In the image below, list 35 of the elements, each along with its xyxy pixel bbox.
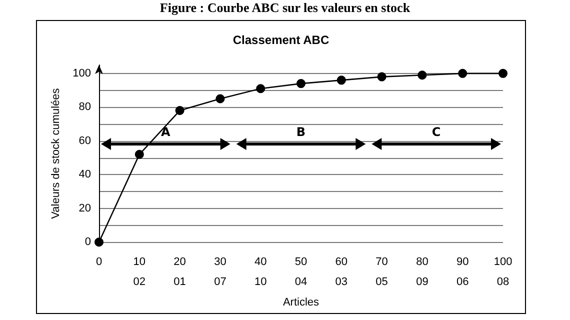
point <box>256 84 266 94</box>
x-tick-label: 40 10 <box>254 256 267 288</box>
point <box>94 238 104 247</box>
point <box>458 68 468 78</box>
point <box>336 76 346 85</box>
y-tick-label: 0 <box>84 236 91 248</box>
point <box>498 68 508 78</box>
y-tick-label: 40 <box>78 168 91 181</box>
point <box>134 150 144 159</box>
point <box>175 106 184 116</box>
point <box>377 72 386 82</box>
y-tick-label: 100 <box>72 67 91 80</box>
point <box>216 94 225 104</box>
x-tick-label: 60 03 <box>335 256 348 288</box>
x-tick-label: 30 07 <box>214 256 226 288</box>
y-axis-title: Valeurs de stock cumulées <box>50 88 62 219</box>
x-tick-label: 10 02 <box>133 256 146 288</box>
annotation: C <box>432 124 441 139</box>
annotation: B <box>296 124 306 139</box>
chart-title: Figure : Courbe ABC sur les valeurs en stock <box>158 0 412 16</box>
point <box>296 79 306 88</box>
x-tick-label: 50 04 <box>294 256 308 288</box>
x-tick-label: 100 08 <box>494 256 512 288</box>
y-tick-label: 60 <box>78 134 91 147</box>
y-tick-label: 80 <box>78 101 91 114</box>
x-tick-label: 90 06 <box>456 256 469 288</box>
x-tick-label: 20 01 <box>174 256 186 288</box>
chart-subtitle: Classement ABC <box>232 33 330 47</box>
x-tick-label: 80 09 <box>416 256 428 288</box>
x-axis-title: Articles <box>282 296 320 308</box>
point <box>418 70 427 80</box>
x-tick-label: 70 05 <box>376 256 388 288</box>
annotation: A <box>161 124 172 139</box>
x-tick-label: 0 <box>96 256 102 268</box>
y-tick-label: 20 <box>78 202 91 214</box>
